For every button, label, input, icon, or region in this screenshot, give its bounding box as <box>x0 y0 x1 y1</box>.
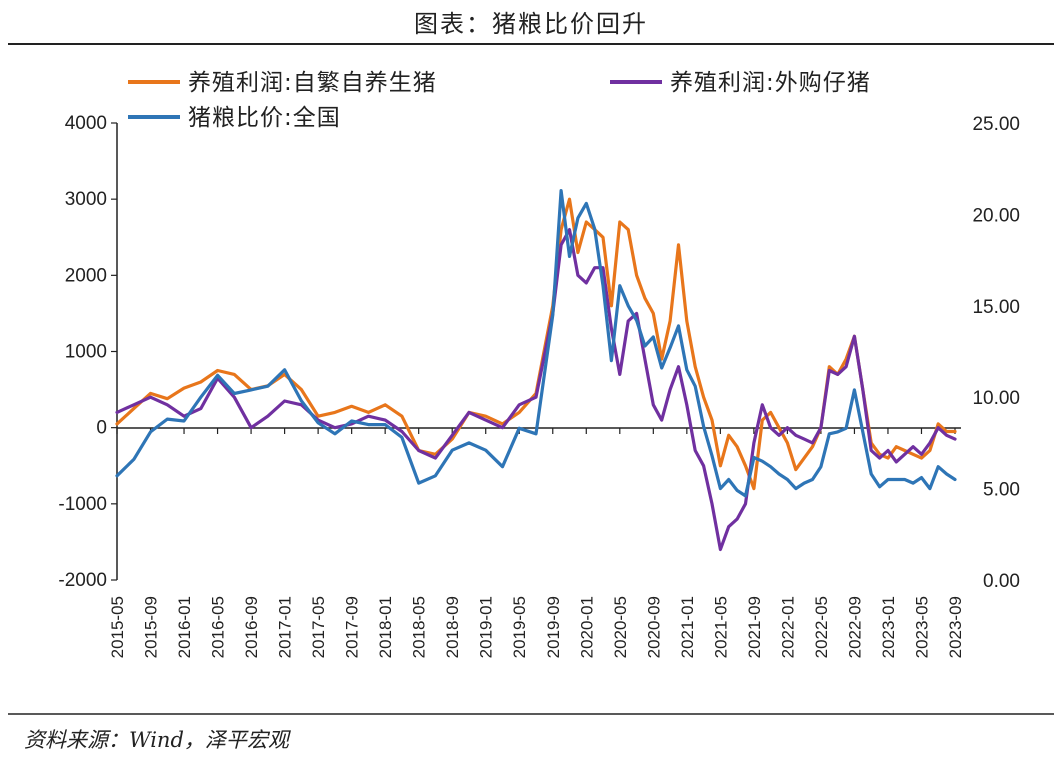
left-tick-label: 0 <box>96 418 107 439</box>
x-tick-label: 2022-05 <box>812 596 831 658</box>
x-tick-label: 2023-01 <box>879 596 898 658</box>
legend-label-1: 养殖利润:自繁自养生猪 <box>188 70 437 96</box>
x-tick-label: 2019-05 <box>510 596 529 658</box>
x-tick-label: 2022-01 <box>778 596 797 658</box>
left-tick-label: 4000 <box>65 113 107 134</box>
x-tick-label: 2016-01 <box>175 596 194 658</box>
right-tick-label: 25.00 <box>972 114 1020 135</box>
series-line-1 <box>115 197 957 491</box>
left-tick-label: -1000 <box>58 494 107 515</box>
source-note: 资料来源：Wind，泽平宏观 <box>24 728 289 752</box>
x-tick-label: 2017-05 <box>309 596 328 658</box>
line-chart: 4000 3000 2000 1000 0 -1000 -2000 25.00 20.00 15.… <box>8 43 1054 715</box>
x-tick-label: 2020-09 <box>644 596 663 658</box>
x-tick-label: 2021-05 <box>711 596 730 658</box>
x-tick-label: 2018-05 <box>410 596 429 658</box>
x-tick-label: 2018-01 <box>376 596 395 658</box>
right-tick-label: 15.00 <box>972 297 1020 318</box>
left-tick-label: 2000 <box>65 265 107 286</box>
series-line-3 <box>115 189 957 498</box>
x-tick-label: 2023-09 <box>946 596 965 658</box>
right-tick-label: 20.00 <box>972 205 1020 226</box>
x-tick-label: 2020-05 <box>611 596 630 658</box>
left-tick-label: 3000 <box>65 189 107 210</box>
x-tick-label: 2018-09 <box>443 596 462 658</box>
right-tick-label: 0.00 <box>983 571 1020 592</box>
chart-title: 图表：猪粮比价回升 <box>414 10 648 38</box>
right-tick-label: 10.00 <box>972 388 1020 409</box>
x-tick-label: 2019-09 <box>544 596 563 658</box>
x-tick-label: 2015-05 <box>108 596 127 658</box>
x-tick-label: 2017-09 <box>343 596 362 658</box>
x-tick-label: 2019-01 <box>477 596 496 658</box>
left-tick-label: -2000 <box>58 570 107 591</box>
x-tick-label: 2016-05 <box>209 596 228 658</box>
x-tick-label: 2021-01 <box>678 596 697 658</box>
x-tick-label: 2022-09 <box>845 596 864 658</box>
x-tick-label: 2023-05 <box>912 596 931 658</box>
left-tick-label: 1000 <box>65 342 107 363</box>
legend-label-2: 养殖利润:外购仔猪 <box>670 70 871 96</box>
x-tick-label: 2021-09 <box>745 596 764 658</box>
x-tick-label: 2016-09 <box>242 596 261 658</box>
x-tick-label: 2015-09 <box>142 596 161 658</box>
series-line-2 <box>115 228 957 552</box>
x-tick-label: 2020-01 <box>577 596 596 658</box>
right-tick-label: 5.00 <box>983 480 1020 501</box>
legend-label-3: 猪粮比价:全国 <box>188 105 341 131</box>
x-tick-label: 2017-01 <box>276 596 295 658</box>
